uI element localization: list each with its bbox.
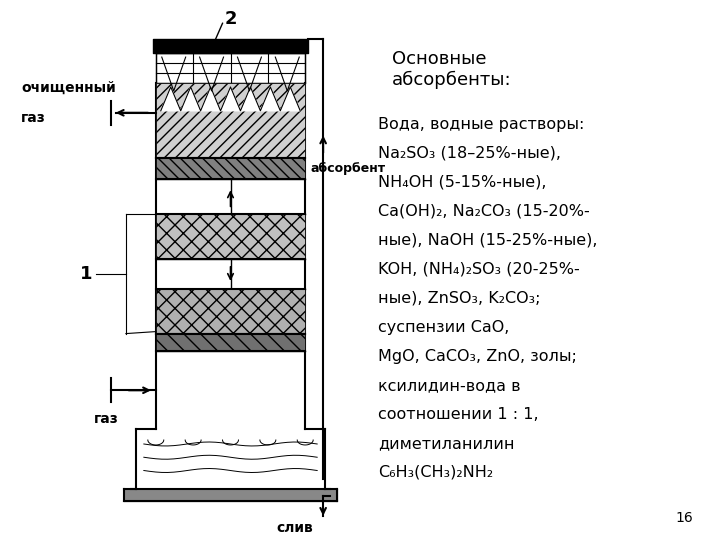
Polygon shape [156,83,305,158]
Text: газ: газ [94,412,118,426]
Text: суспензии CaO,: суспензии CaO, [378,320,509,335]
Text: MgO, CaCO₃, ZnO, золы;: MgO, CaCO₃, ZnO, золы; [378,349,577,364]
Text: NH₄OH (5-15%-ные),: NH₄OH (5-15%-ные), [378,175,546,190]
Text: слив: слив [276,521,313,535]
Polygon shape [161,87,300,111]
Text: газ: газ [22,111,46,125]
Text: C₆H₃(CH₃)₂NH₂: C₆H₃(CH₃)₂NH₂ [378,465,493,480]
Polygon shape [156,214,305,259]
Text: ные), NaOH (15-25%-ные),: ные), NaOH (15-25%-ные), [378,233,598,248]
Text: Na₂SO₃ (18–25%-ные),: Na₂SO₃ (18–25%-ные), [378,146,561,161]
Text: Вода, водные растворы:: Вода, водные растворы: [378,117,585,132]
Text: ные), ZnSO₃, K₂CO₃;: ные), ZnSO₃, K₂CO₃; [378,291,541,306]
Text: Ca(OH)₂, Na₂CO₃ (15-20%-: Ca(OH)₂, Na₂CO₃ (15-20%- [378,204,590,219]
Text: 2: 2 [224,10,237,28]
Text: диметиланилин: диметиланилин [378,436,514,451]
Text: очищенный: очищенный [22,81,116,95]
Text: абсорбент: абсорбент [310,162,385,175]
Text: соотношении 1 : 1,: соотношении 1 : 1, [378,407,539,422]
Text: ксилидин-вода в: ксилидин-вода в [378,378,521,393]
Text: 1: 1 [80,265,92,283]
Polygon shape [156,158,305,179]
Text: KOH, (NH₄)₂SO₃ (20-25%-: KOH, (NH₄)₂SO₃ (20-25%- [378,262,580,277]
Polygon shape [156,334,305,352]
Text: Основные
абсорбенты:: Основные абсорбенты: [392,50,512,89]
Text: 16: 16 [676,511,693,525]
Polygon shape [156,289,305,334]
